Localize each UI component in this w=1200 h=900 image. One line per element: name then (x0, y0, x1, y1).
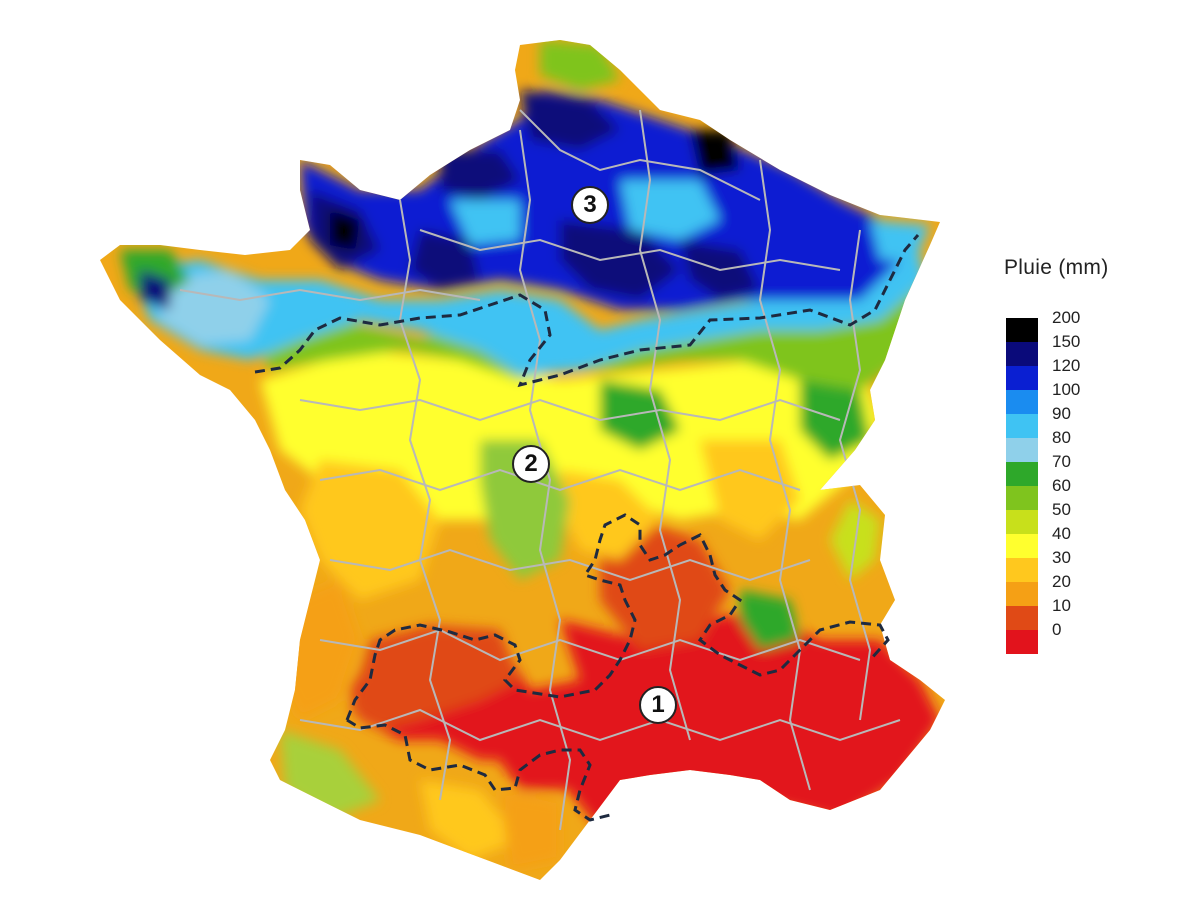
legend-label-120: 120 (1052, 356, 1081, 375)
legend-swatch-100 (1006, 390, 1038, 414)
zone-marker-1: 1 (639, 686, 677, 724)
legend-swatch-20 (1006, 582, 1038, 606)
legend-swatch-10 (1006, 606, 1038, 630)
legend-swatch-70 (1006, 462, 1038, 486)
legend-label-150: 150 (1052, 332, 1081, 351)
legend-swatch-30 (1006, 558, 1038, 582)
legend-swatch-200 (1006, 318, 1038, 342)
zone-marker-1-label: 1 (651, 691, 665, 718)
legend-swatch-80 (1006, 438, 1038, 462)
legend-label-10: 10 (1052, 596, 1071, 615)
legend-swatch-120 (1006, 366, 1038, 390)
legend-label-20: 20 (1052, 572, 1071, 591)
legend-label-50: 50 (1052, 500, 1071, 519)
legend-swatch-150 (1006, 342, 1038, 366)
legend-swatch-40 (1006, 534, 1038, 558)
legend-label-0: 0 (1052, 620, 1062, 639)
zone-marker-2: 2 (512, 445, 550, 483)
zone-boundaries (254, 234, 920, 822)
legend-label-30: 30 (1052, 548, 1071, 567)
legend-color-scale (1006, 318, 1038, 654)
legend-label-200: 200 (1052, 308, 1081, 327)
zone-1-boundary (345, 513, 890, 721)
legend-label-90: 90 (1052, 404, 1071, 423)
zone-marker-2-label: 2 (524, 450, 538, 477)
legend-swatch-60 (1006, 486, 1038, 510)
legend-swatch-0 (1006, 630, 1038, 654)
legend-swatch-90 (1006, 414, 1038, 438)
legend-label-100: 100 (1052, 380, 1081, 399)
legend-label-70: 70 (1052, 452, 1071, 471)
legend-label-40: 40 (1052, 524, 1071, 543)
legend-swatch-50 (1006, 510, 1038, 534)
legend-title: Pluie (mm) (1004, 256, 1109, 279)
legend-label-60: 60 (1052, 476, 1071, 495)
zone-marker-3: 3 (571, 186, 609, 224)
zone-marker-3-label: 3 (583, 191, 597, 218)
zone-3-boundary (254, 234, 920, 388)
legend-label-80: 80 (1052, 428, 1071, 447)
